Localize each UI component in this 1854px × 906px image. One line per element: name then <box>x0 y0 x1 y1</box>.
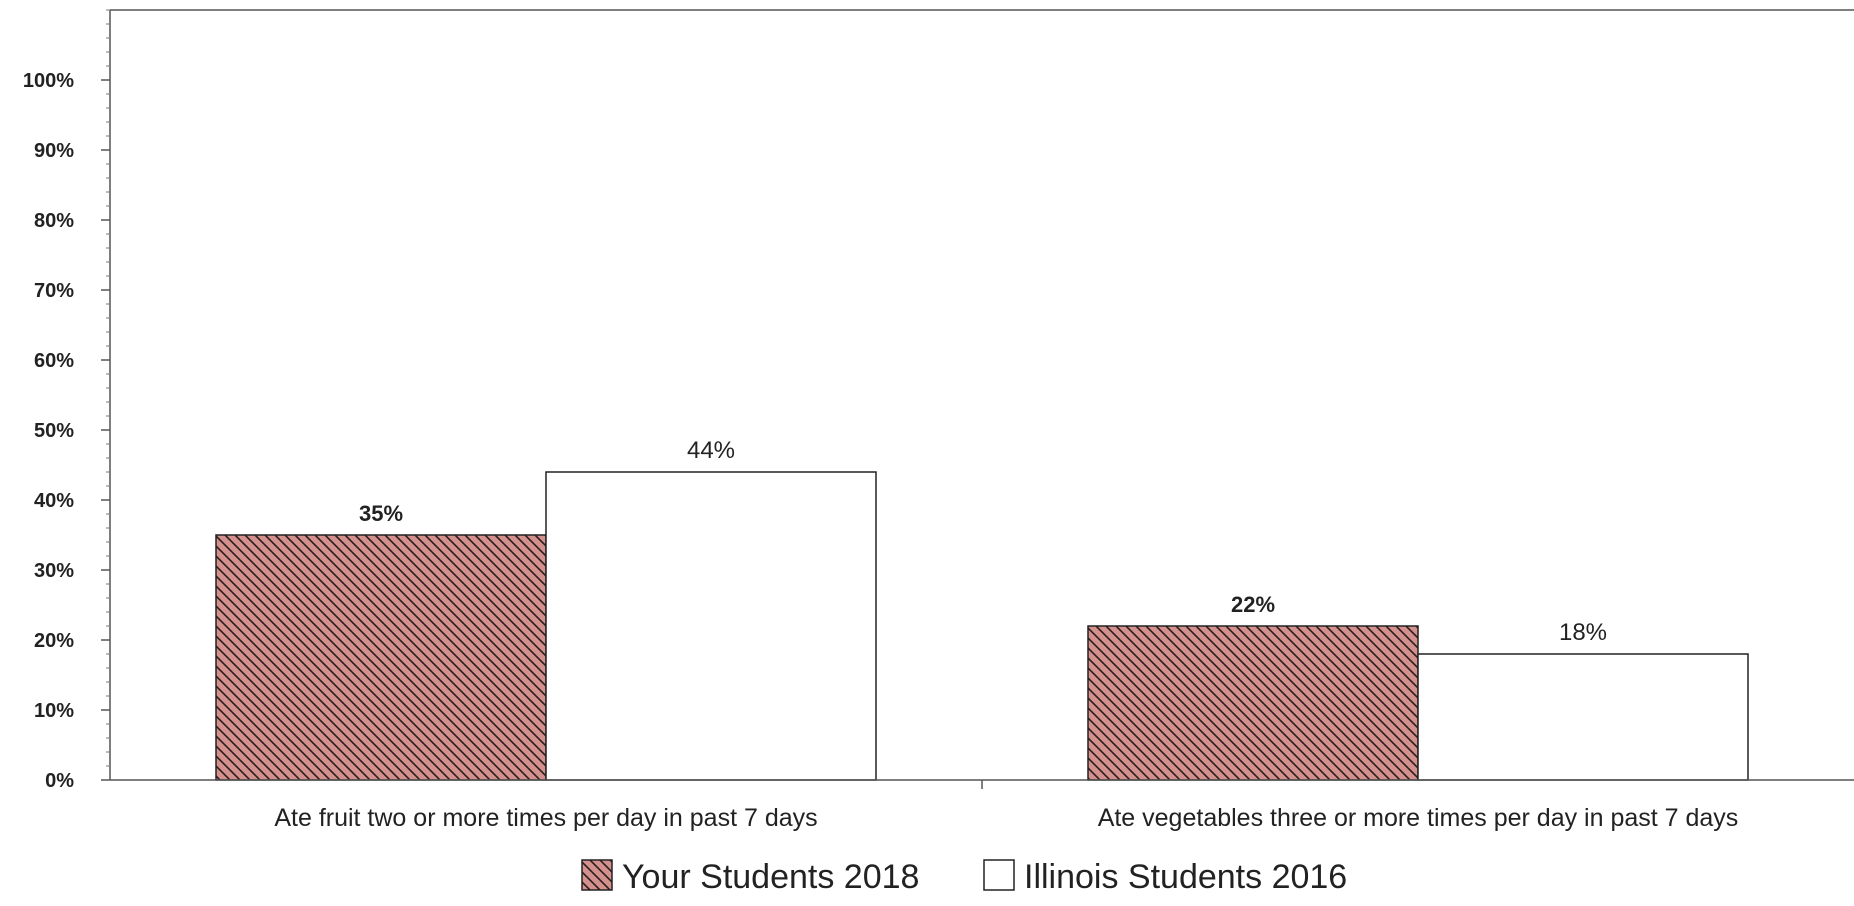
y-tick-label: 100% <box>23 70 74 92</box>
y-tick-label: 90% <box>34 140 74 162</box>
y-tick-label: 80% <box>34 210 74 232</box>
bars <box>215 471 1749 781</box>
y-tick-label: 50% <box>34 420 74 442</box>
bar-illinois-students <box>1417 653 1749 781</box>
data-label: 35% <box>359 501 403 526</box>
x-category-label: Ate fruit two or more times per day in p… <box>274 804 817 832</box>
legend-label-your-students: Your Students 2018 <box>622 858 919 896</box>
data-label: 22% <box>1231 592 1275 617</box>
legend: Your Students 2018 Illinois Students 2016 <box>581 858 1347 896</box>
legend-swatch-your-students <box>581 859 613 891</box>
bar-your-students <box>215 534 547 781</box>
legend-swatch-illinois-students <box>983 859 1015 891</box>
y-axis: 0% 10% 20% 30% 40% 50% 60% 70% 80% 90% 100% <box>23 9 111 792</box>
legend-label-illinois-students: Illinois Students 2016 <box>1024 858 1347 896</box>
y-tick-label: 40% <box>34 490 74 512</box>
x-category-label: Ate vegetables three or more times per d… <box>1098 804 1739 832</box>
data-label: 18% <box>1559 619 1607 646</box>
y-tick-label: 70% <box>34 280 74 302</box>
y-tick-label: 60% <box>34 350 74 372</box>
y-tick-label: 0% <box>45 770 74 792</box>
y-tick-label: 20% <box>34 630 74 652</box>
data-labels: 35% 44% 22% 18% <box>359 437 1607 646</box>
bar-illinois-students <box>545 471 877 781</box>
y-tick-label: 10% <box>34 700 74 722</box>
data-label: 44% <box>687 437 735 464</box>
x-axis: Ate fruit two or more times per day in p… <box>110 779 1854 832</box>
bar-your-students <box>1087 625 1419 781</box>
y-tick-label: 30% <box>34 560 74 582</box>
